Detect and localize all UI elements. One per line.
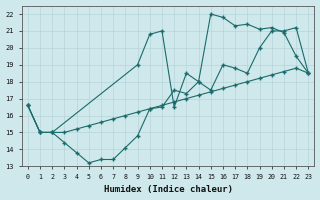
X-axis label: Humidex (Indice chaleur): Humidex (Indice chaleur): [104, 185, 233, 194]
